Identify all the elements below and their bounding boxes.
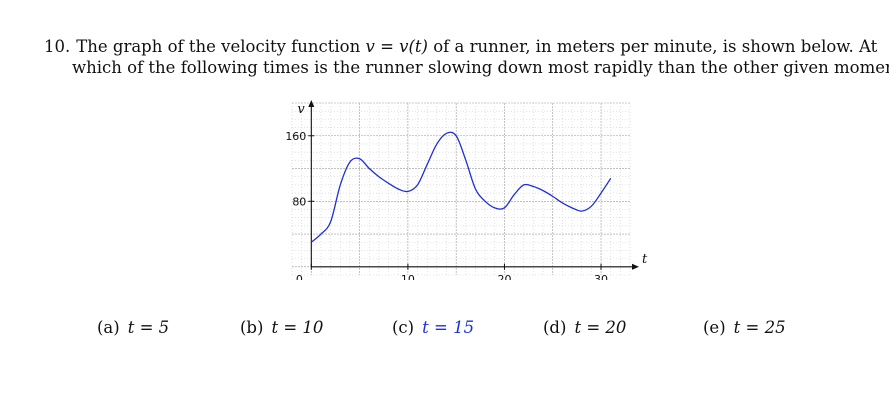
choice-b-label: (b) [240, 318, 264, 337]
choice-c[interactable]: (c) t = 15 [392, 318, 474, 337]
question-line-1: 10. The graph of the velocity function v … [44, 36, 877, 57]
choice-a-value: t = 5 [127, 318, 170, 337]
choice-b-value: t = 10 [271, 318, 324, 337]
choice-d-label: (d) [543, 318, 567, 337]
question-text-1b: of a runner, in meters per minute, is sh… [427, 37, 878, 56]
question-line-2: which of the following times is the runn… [72, 58, 889, 77]
choice-b[interactable]: (b) t = 10 [240, 318, 323, 337]
x-tick-label: 30 [594, 273, 608, 280]
choice-e-label: (e) [703, 318, 726, 337]
choice-e-value: t = 25 [733, 318, 786, 337]
y-axis-label: v [297, 102, 305, 117]
y-tick-label: 80 [292, 195, 306, 208]
series [310, 131, 612, 243]
choice-e[interactable]: (e) t = 25 [703, 318, 786, 337]
x-tick-label: 20 [497, 273, 511, 280]
question-text-1a: The graph of the velocity function [76, 37, 366, 56]
choice-c-value: t = 15 [422, 318, 475, 337]
x-axis-label: t [642, 252, 648, 267]
choice-a-label: (a) [97, 318, 120, 337]
choice-d[interactable]: (d) t = 20 [543, 318, 626, 337]
x-tick-label: 10 [401, 273, 415, 280]
choice-d-value: t = 20 [574, 318, 627, 337]
ticks: 0 10 20 30 80 160 [285, 130, 608, 280]
question-math: v = v(t) [365, 37, 428, 56]
choice-a[interactable]: (a) t = 5 [97, 318, 169, 337]
choice-c-label: (c) [392, 318, 415, 337]
x-tick-label: 0 [296, 273, 303, 280]
answer-choices: (a) t = 5 (b) t = 10 (c) t = 15 (d) t = 20 (… [0, 318, 889, 342]
velocity-graph: 0 10 20 30 80 160 t v [285, 100, 648, 280]
velocity-curve [310, 131, 612, 243]
y-tick-label: 160 [285, 130, 306, 143]
x-axis-arrow [632, 263, 639, 270]
y-axis-arrow [308, 100, 315, 107]
axes [308, 100, 639, 270]
grid [291, 102, 631, 276]
question-number: 10. [44, 37, 71, 56]
